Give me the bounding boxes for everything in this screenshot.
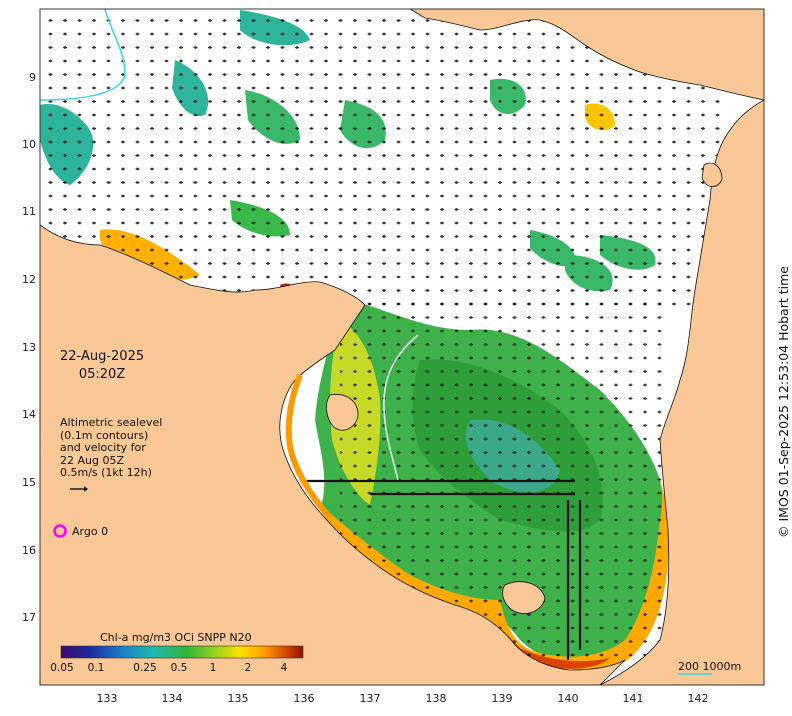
lat-tick: 12 xyxy=(22,273,36,286)
lat-tick: 15 xyxy=(22,476,36,489)
map-time: 05:20Z xyxy=(78,367,126,382)
lat-tick: 13 xyxy=(22,341,36,354)
river-line xyxy=(40,9,126,101)
chl-rim-west xyxy=(285,373,333,520)
argo-marker-icon xyxy=(53,524,67,538)
land-new-guinea xyxy=(409,9,764,101)
lat-axis: 9 10 11 12 13 14 15 16 17 xyxy=(22,71,36,624)
lon-tick: 138 xyxy=(426,692,447,705)
lon-tick: 133 xyxy=(97,692,118,705)
strong-current xyxy=(305,479,582,660)
colorbar-tick: 0.5 xyxy=(170,662,188,674)
colorbar-tick: 0.1 xyxy=(87,662,105,674)
land-cape-point xyxy=(701,162,723,187)
land-island-south xyxy=(502,581,546,614)
map-date: 22-Aug-2025 xyxy=(60,349,145,364)
lat-tick: 16 xyxy=(22,544,36,557)
legend-line: Altimetric sealevel xyxy=(60,416,163,429)
argo-label: Argo 0 xyxy=(72,525,109,538)
lon-tick: 139 xyxy=(492,692,513,705)
legend-line: (0.1m contours) xyxy=(60,428,149,442)
date-label: 22-Aug-2025 05:20Z xyxy=(60,348,144,384)
legend-line: 22 Aug 05Z xyxy=(60,453,125,467)
lon-tick: 134 xyxy=(162,692,183,705)
lon-tick: 135 xyxy=(228,692,249,705)
credit-text: © IMOS 01-Sep-2025 12:53:04 Hobart time xyxy=(776,266,791,538)
lon-tick: 137 xyxy=(360,692,381,705)
land-island-west xyxy=(326,393,359,431)
colorbar-tick: 2 xyxy=(244,662,252,674)
lat-tick: 17 xyxy=(22,611,36,624)
sealevel-contour xyxy=(383,334,419,481)
legend-arrow-head xyxy=(84,486,88,492)
colorbar-tick: 0.05 xyxy=(50,662,74,674)
lon-axis: 133 134 135 136 137 138 139 140 141 142 xyxy=(97,692,709,705)
colorbar-tick: 0.25 xyxy=(133,662,157,674)
legend-line: and velocity for xyxy=(60,441,146,454)
lon-tick: 136 xyxy=(294,692,315,705)
colorbar-tick: 1 xyxy=(209,662,217,674)
lon-tick: 141 xyxy=(623,692,644,705)
colorbar-title: Chl-a mg/m3 OCi SNPP N20 xyxy=(100,631,252,644)
colorbar-tick: 4 xyxy=(280,662,288,674)
land-cape-york xyxy=(599,99,764,685)
lat-tick: 14 xyxy=(22,408,36,421)
lat-tick: 10 xyxy=(22,138,36,151)
land-northern-territory xyxy=(40,224,626,685)
lon-tick: 140 xyxy=(558,692,579,705)
plot-border xyxy=(39,8,765,686)
lon-tick: 142 xyxy=(688,692,709,705)
colorbar xyxy=(60,645,304,659)
lat-tick: 11 xyxy=(22,205,36,218)
scale-label: 200 1000m xyxy=(678,660,742,673)
legend-line: 0.5m/s (1kt 12h) xyxy=(60,466,152,479)
lat-tick: 9 xyxy=(29,71,36,84)
velocity-legend: Altimetric sealevel (0.1m contours) and … xyxy=(60,416,163,480)
